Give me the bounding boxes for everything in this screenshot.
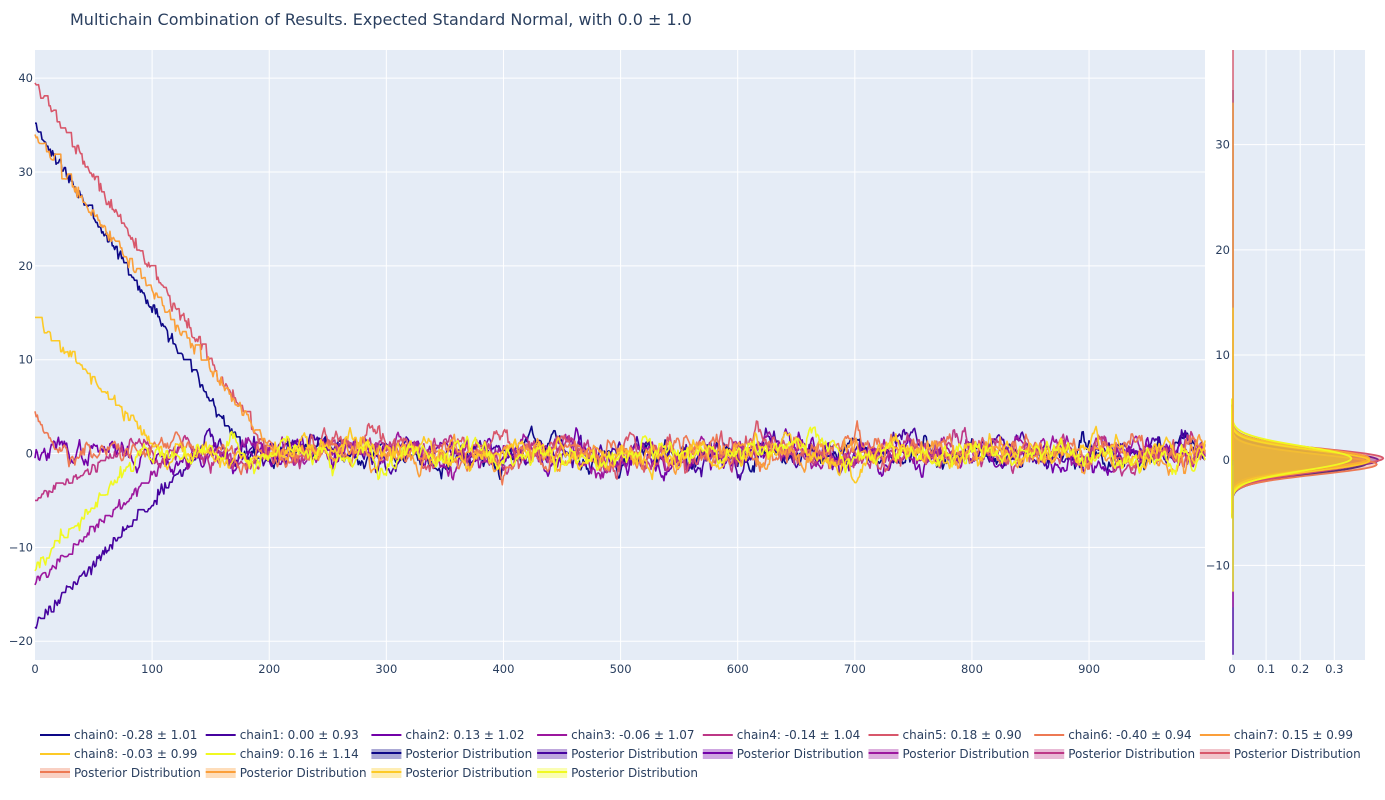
x-tick-label: 0 [31, 662, 38, 676]
y-tick-label: 0 [26, 447, 33, 461]
legend-label: Posterior Distribution [74, 766, 201, 780]
legend-item-posterior-9[interactable]: Posterior Distribution [537, 766, 698, 780]
legend[interactable]: chain0: -0.28 ± 1.01 chain1: 0.00 ± 0.93 c… [40, 728, 1361, 780]
legend-label: chain1: 0.00 ± 0.93 [240, 728, 359, 742]
posterior-plot-series [1231, 50, 1385, 655]
x-tick-label: 500 [610, 662, 632, 676]
posterior-x-tick-label: 0.1 [1257, 662, 1275, 676]
legend-item-chain2[interactable]: chain2: 0.13 ± 1.02 [371, 728, 525, 742]
trace-plot-series [34, 82, 1206, 629]
x-tick-label: 600 [727, 662, 749, 676]
legend-item-chain3[interactable]: chain3: -0.06 ± 1.07 [537, 728, 695, 742]
x-tick-label: 100 [141, 662, 163, 676]
posterior-x-tick-label: 0 [1228, 662, 1235, 676]
posterior-y-tick-label: −10 [1206, 558, 1230, 572]
legend-item-chain1[interactable]: chain1: 0.00 ± 0.93 [205, 728, 359, 742]
trace-plot-background [35, 50, 1205, 660]
legend-label: Posterior Distribution [1234, 747, 1361, 761]
x-tick-label: 400 [492, 662, 514, 676]
y-tick-label: 30 [18, 165, 33, 179]
x-tick-label: 800 [961, 662, 983, 676]
x-tick-label: 700 [844, 662, 866, 676]
x-tick-label: 900 [1078, 662, 1100, 676]
posterior-y-tick-label: 0 [1223, 453, 1230, 467]
posterior-x-tick-label: 0.2 [1291, 662, 1309, 676]
y-tick-label: −10 [9, 540, 33, 554]
chain9-trace-line [34, 426, 1206, 572]
legend-item-posterior-4[interactable]: Posterior Distribution [1034, 747, 1195, 761]
y-tick-label: 40 [18, 71, 33, 85]
posterior-plot-grid [1232, 50, 1365, 660]
legend-label: Posterior Distribution [571, 747, 698, 761]
legend-label: Posterior Distribution [405, 766, 532, 780]
posterior-x-tick-label: 0.3 [1325, 662, 1343, 676]
trace-plot: 0 100 200 300 400 500 600 700 800 900 −20 −10 0 10 20 3… [9, 50, 1206, 676]
legend-label: chain7: 0.15 ± 0.99 [1234, 728, 1353, 742]
legend-item-posterior-6[interactable]: Posterior Distribution [40, 766, 201, 780]
legend-label: chain5: 0.18 ± 0.90 [903, 728, 1022, 742]
legend-label: Posterior Distribution [903, 747, 1030, 761]
legend-label: chain2: 0.13 ± 1.02 [405, 728, 524, 742]
chart-title: Multichain Combination of Results. Expec… [70, 10, 692, 29]
legend-label: Posterior Distribution [240, 766, 367, 780]
legend-label: chain9: 0.16 ± 1.14 [240, 747, 359, 761]
y-tick-label: 10 [18, 353, 33, 367]
posterior-y-tick-label: 10 [1215, 348, 1230, 362]
legend-item-chain8[interactable]: chain8: -0.03 ± 0.99 [40, 747, 197, 761]
posterior-y-tick-label: 20 [1215, 243, 1230, 257]
legend-label: chain4: -0.14 ± 1.04 [737, 728, 860, 742]
y-tick-label: −20 [9, 634, 33, 648]
legend-label: Posterior Distribution [405, 747, 532, 761]
y-tick-label: 20 [18, 259, 33, 273]
legend-label: Posterior Distribution [1068, 747, 1195, 761]
posterior-plot-ticks: 0 0.1 0.2 0.3 −10 0 10 20 30 [1206, 138, 1344, 676]
legend-item-chain7[interactable]: chain7: 0.15 ± 0.99 [1199, 728, 1353, 742]
legend-label: chain0: -0.28 ± 1.01 [74, 728, 197, 742]
chain8-trace-line [35, 316, 1206, 484]
legend-item-chain4[interactable]: chain4: -0.14 ± 1.04 [702, 728, 860, 742]
legend-label: chain8: -0.03 ± 0.99 [74, 747, 197, 761]
legend-item-posterior-0[interactable]: Posterior Distribution [371, 747, 532, 761]
trace-plot-ticks: 0 100 200 300 400 500 600 700 800 900 −20 −10 0 10 20 3… [9, 71, 1100, 676]
posterior-plot: 0 0.1 0.2 0.3 −10 0 10 20 30 [1206, 50, 1385, 676]
x-tick-label: 200 [258, 662, 280, 676]
legend-item-posterior-8[interactable]: Posterior Distribution [371, 766, 532, 780]
legend-item-posterior-2[interactable]: Posterior Distribution [702, 747, 864, 761]
legend-item-chain0[interactable]: chain0: -0.28 ± 1.01 [40, 728, 197, 742]
legend-item-chain9[interactable]: chain9: 0.16 ± 1.14 [205, 747, 359, 761]
legend-item-posterior-5[interactable]: Posterior Distribution [1199, 747, 1361, 761]
legend-label: Posterior Distribution [571, 766, 698, 780]
x-tick-label: 300 [375, 662, 397, 676]
legend-item-chain6[interactable]: chain6: -0.40 ± 0.94 [1034, 728, 1192, 742]
legend-label: chain3: -0.06 ± 1.07 [571, 728, 694, 742]
legend-label: chain6: -0.40 ± 0.94 [1068, 728, 1191, 742]
legend-item-posterior-3[interactable]: Posterior Distribution [868, 747, 1030, 761]
posterior-y-tick-label: 30 [1215, 138, 1230, 152]
legend-item-posterior-1[interactable]: Posterior Distribution [537, 747, 698, 761]
legend-label: Posterior Distribution [737, 747, 864, 761]
legend-item-chain5[interactable]: chain5: 0.18 ± 0.90 [868, 728, 1022, 742]
legend-item-posterior-7[interactable]: Posterior Distribution [205, 766, 367, 780]
